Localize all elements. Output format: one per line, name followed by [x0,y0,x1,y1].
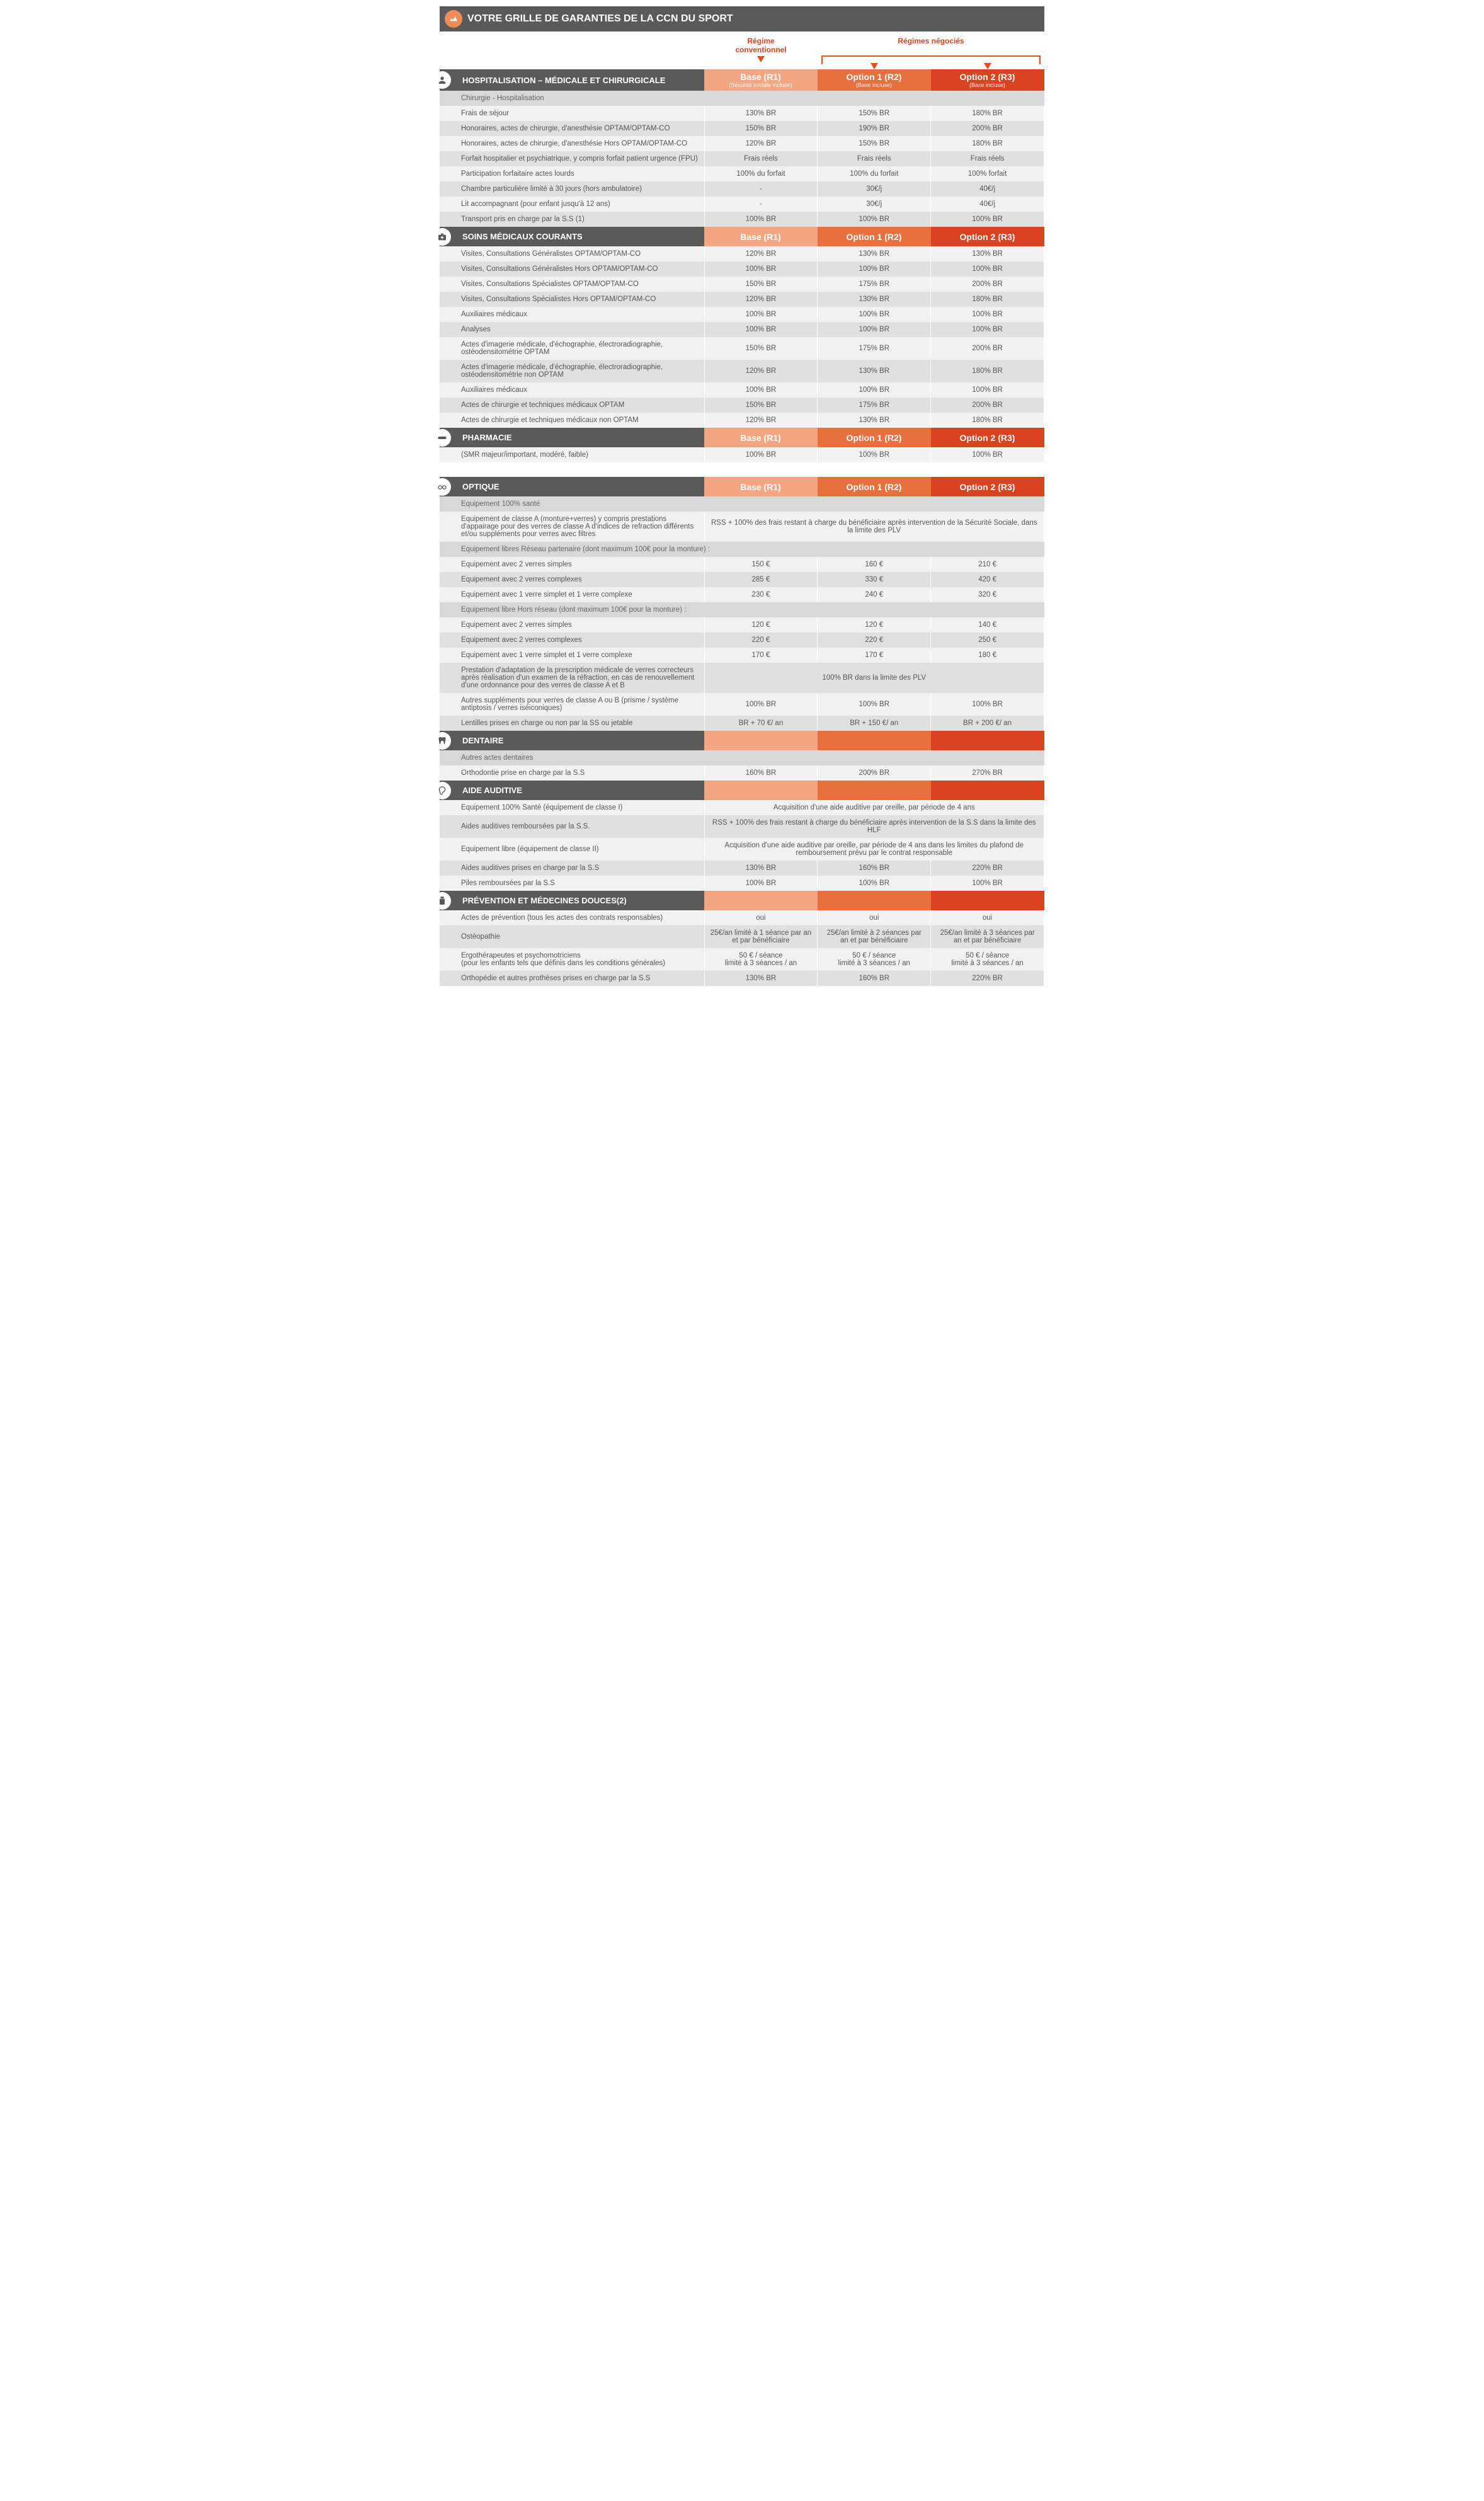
regime-neg-label: Régimes négociés [818,37,1044,55]
col-header-opt2: Option 2 (R3)(Base incluse) [931,69,1044,91]
section-header: OPTIQUE Base (R1)Option 1 (R2)Option 2 (… [440,477,1044,496]
table-row: Chirurgie - Hospitalisation [440,91,1044,106]
table-row: Equipement avec 2 verres complexes220 €2… [440,632,1044,648]
section-icon [440,891,461,910]
regime-arrows [440,55,1044,68]
table-row: Orthodontie prise en charge par la S.S16… [440,765,1044,781]
col-header-base: Base (R1) [704,477,818,496]
col-header-opt2: Option 2 (R3) [931,227,1044,246]
page-title-bar: VOTRE GRILLE DE GARANTIES DE LA CCN DU S… [440,6,1044,31]
title-icon [445,10,462,28]
table-row: Transport pris en charge par la S.S (1)1… [440,212,1044,227]
col-header-opt1 [818,781,931,800]
table-row: Participation forfaitaire actes lourds10… [440,166,1044,181]
table-row: Equipement libres Réseau partenaire (don… [440,542,1044,557]
table-row: Prestation d'adaptation de la prescripti… [440,663,1044,693]
regime-labels-row: Régime conventionnel Régimes négociés [440,37,1044,55]
table-row: Visites, Consultations Généralistes Hors… [440,261,1044,277]
table-row: Auxiliaires médicaux100% BR100% BR100% B… [440,307,1044,322]
table-row: Lentilles prises en charge ou non par la… [440,716,1044,731]
col-header-base: Base (R1)(Sécurité sociale incluse) [704,69,818,91]
section-icon [440,428,461,447]
col-header-base [704,891,818,910]
table-row: Lit accompagnant (pour enfant jusqu'à 12… [440,197,1044,212]
table-row: Frais de séjour130% BR150% BR180% BR [440,106,1044,121]
table-row: Equipement libre Hors réseau (dont maxim… [440,602,1044,617]
table-row: Actes de prévention (tous les actes des … [440,910,1044,925]
table-row: (SMR majeur/important, modéré, faible)10… [440,447,1044,462]
table-row: Ostéopathie25€/an limité à 1 séance par … [440,925,1044,948]
section-title: AIDE AUDITIVE [461,781,704,800]
section-title: OPTIQUE [461,477,704,496]
arrow-down-icon [984,63,991,69]
col-header-opt2 [931,891,1044,910]
table-row: Equipement avec 1 verre simplet et 1 ver… [440,587,1044,602]
section-header: AIDE AUDITIVE [440,781,1044,800]
col-header-opt2: Option 2 (R3) [931,428,1044,447]
table-row: Auxiliaires médicaux100% BR100% BR100% B… [440,382,1044,398]
table-row: Autres suppléments pour verres de classe… [440,693,1044,716]
table-row: Equipement avec 2 verres complexes285 €3… [440,572,1044,587]
table-row: Piles remboursées par la S.S100% BR100% … [440,876,1044,891]
table-row: Actes d'imagerie médicale, d'échographie… [440,360,1044,382]
section-title: SOINS MÉDICAUX COURANTS [461,227,704,246]
col-header-opt2 [931,731,1044,750]
section-title: HOSPITALISATION – MÉDICALE ET CHIRURGICA… [461,69,704,91]
col-header-base [704,781,818,800]
section-header: DENTAIRE [440,731,1044,750]
table-row: Equipement avec 1 verre simplet et 1 ver… [440,648,1044,663]
table-row: Equipement avec 2 verres simples150 €160… [440,557,1044,572]
col-header-opt1: Option 1 (R2) [818,428,931,447]
col-header-base: Base (R1) [704,428,818,447]
arrow-down-icon [757,56,765,62]
table-row: Visites, Consultations Généralistes OPTA… [440,246,1044,261]
table-row: Equipement libre (équipement de classe I… [440,838,1044,861]
section-title: PRÉVENTION ET MÉDECINES DOUCES(2) [461,891,704,910]
table-row: Aides auditives remboursées par la S.S.R… [440,815,1044,838]
guarantees-table: HOSPITALISATION – MÉDICALE ET CHIRURGICA… [440,69,1044,986]
section-icon [440,227,461,246]
col-header-opt1 [818,891,931,910]
section-header: HOSPITALISATION – MÉDICALE ET CHIRURGICA… [440,69,1044,91]
table-row: Aides auditives prises en charge par la … [440,861,1044,876]
section-header: SOINS MÉDICAUX COURANTS Base (R1)Option … [440,227,1044,246]
section-icon [440,731,461,750]
col-header-opt2: Option 2 (R3) [931,477,1044,496]
table-row: Orthopédie et autres prothèses prises en… [440,971,1044,986]
col-header-opt1 [818,731,931,750]
regime-conv-label: Régime conventionnel [704,37,818,55]
table-row: Chambre particulière limité à 30 jours (… [440,181,1044,197]
col-header-opt1: Option 1 (R2) [818,227,931,246]
col-header-opt1: Option 1 (R2)(Base incluse) [818,69,931,91]
section-header: PHARMACIE Base (R1)Option 1 (R2)Option 2… [440,428,1044,447]
table-row: Equipement 100% Santé (équipement de cla… [440,800,1044,815]
arrow-down-icon [870,63,878,69]
table-row: Equipement 100% santé [440,496,1044,512]
table-row: Actes de chirurgie et techniques médicau… [440,413,1044,428]
table-row: Honoraires, actes de chirurgie, d'anesth… [440,121,1044,136]
table-row: Equipement de classe A (monture+verres) … [440,512,1044,542]
section-icon [440,477,461,496]
col-header-opt1: Option 1 (R2) [818,477,931,496]
section-header: PRÉVENTION ET MÉDECINES DOUCES(2) [440,891,1044,910]
col-header-base [704,731,818,750]
table-row: Analyses100% BR100% BR100% BR [440,322,1044,337]
table-row: Actes de chirurgie et techniques médicau… [440,398,1044,413]
table-row: Equipement avec 2 verres simples120 €120… [440,617,1044,632]
table-row: Honoraires, actes de chirurgie, d'anesth… [440,136,1044,151]
section-title: PHARMACIE [461,428,704,447]
table-row: Visites, Consultations Spécialistes Hors… [440,292,1044,307]
section-icon [440,781,461,800]
section-icon [440,69,461,91]
table-row: Actes d'imagerie médicale, d'échographie… [440,337,1044,360]
section-title: DENTAIRE [461,731,704,750]
table-row: Autres actes dentaires [440,750,1044,765]
col-header-opt2 [931,781,1044,800]
page-title: VOTRE GRILLE DE GARANTIES DE LA CCN DU S… [467,13,733,25]
table-row: Forfait hospitalier et psychiatrique, y … [440,151,1044,166]
table-row: Ergothérapeutes et psychomotriciens(pour… [440,948,1044,971]
col-header-base: Base (R1) [704,227,818,246]
table-row: Visites, Consultations Spécialistes OPTA… [440,277,1044,292]
